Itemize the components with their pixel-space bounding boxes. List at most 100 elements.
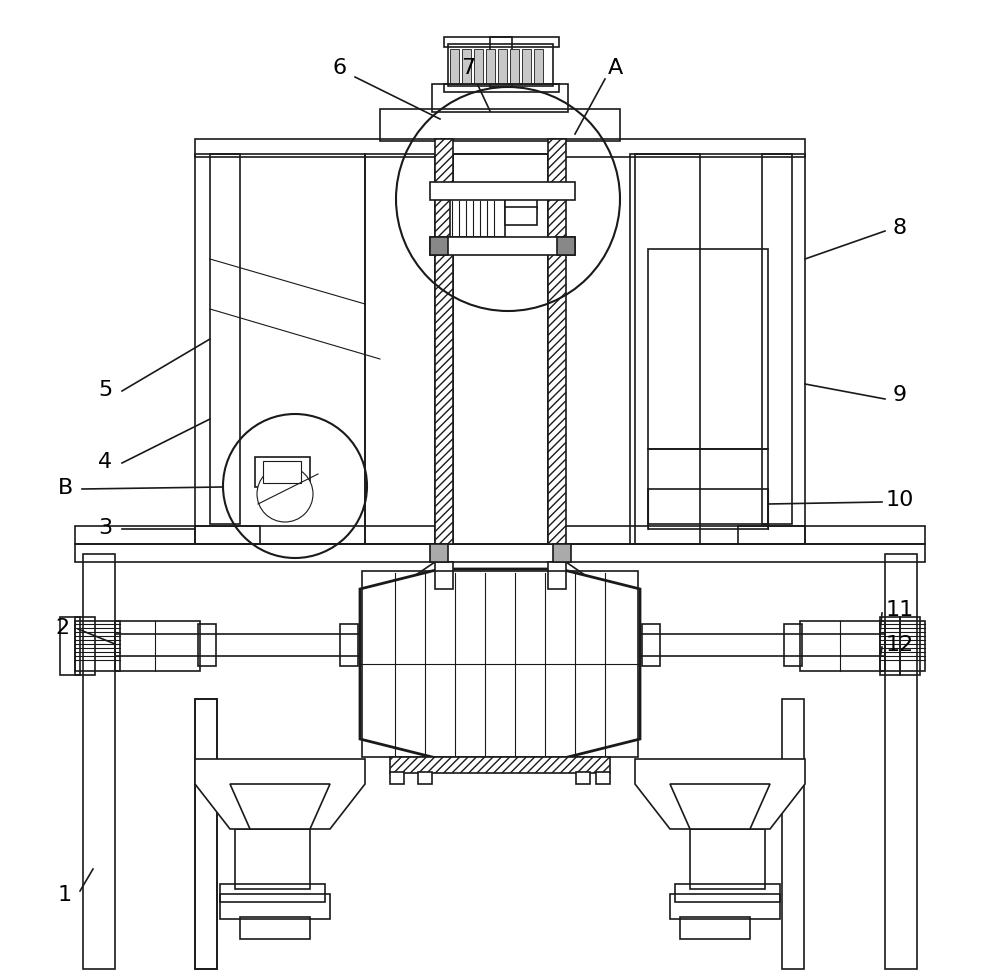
Bar (83, 555, 115, 969)
Bar (505, 207, 537, 226)
Bar (255, 458, 310, 487)
Polygon shape (195, 759, 365, 829)
Bar (453, 155, 548, 545)
Bar (430, 545, 448, 562)
Bar (885, 555, 917, 969)
Bar (498, 50, 507, 84)
Bar (675, 884, 780, 902)
Bar (450, 200, 505, 238)
Text: B: B (57, 477, 73, 498)
Bar (548, 140, 566, 545)
Bar (198, 624, 216, 666)
Bar (450, 50, 459, 84)
Bar (635, 155, 805, 545)
Bar (418, 773, 432, 784)
Bar (235, 829, 310, 889)
Bar (444, 85, 559, 93)
Bar (648, 450, 768, 524)
Bar (640, 635, 885, 656)
Bar (474, 50, 483, 84)
Bar (380, 110, 620, 142)
Bar (576, 773, 590, 784)
Bar (880, 621, 925, 671)
Bar (642, 624, 660, 666)
Bar (362, 571, 638, 757)
Bar (195, 140, 805, 157)
Bar (390, 757, 610, 774)
Text: 6: 6 (333, 58, 347, 78)
Polygon shape (435, 562, 453, 590)
Bar (782, 699, 804, 969)
Bar (220, 884, 325, 902)
Bar (430, 238, 448, 255)
Bar (75, 617, 95, 676)
Bar (670, 894, 780, 919)
Circle shape (257, 467, 313, 522)
Bar (648, 249, 768, 450)
Polygon shape (548, 562, 566, 590)
Text: 3: 3 (98, 517, 112, 538)
Bar (75, 526, 260, 545)
Bar (75, 621, 120, 671)
Bar (444, 38, 559, 48)
Bar (505, 195, 537, 210)
Bar (435, 140, 453, 545)
Bar (784, 624, 802, 666)
Text: 12: 12 (886, 635, 914, 654)
Bar (557, 238, 575, 255)
Polygon shape (360, 569, 640, 759)
Bar (430, 183, 575, 200)
Bar (762, 155, 792, 524)
Bar (900, 617, 920, 676)
Bar (800, 621, 885, 671)
Bar (240, 917, 310, 939)
Bar (263, 462, 301, 483)
Polygon shape (635, 759, 805, 829)
Polygon shape (395, 562, 453, 590)
Text: 5: 5 (98, 379, 112, 400)
Bar (195, 699, 217, 969)
Bar (195, 526, 805, 545)
Polygon shape (548, 562, 605, 590)
Bar (115, 621, 200, 671)
Bar (60, 617, 80, 676)
Bar (432, 85, 568, 112)
Bar (448, 45, 553, 87)
Bar (880, 617, 900, 676)
Text: 9: 9 (893, 384, 907, 405)
Bar (115, 635, 360, 656)
Bar (486, 50, 495, 84)
Text: 8: 8 (893, 218, 907, 238)
Bar (462, 50, 471, 84)
Text: 11: 11 (886, 600, 914, 619)
Bar (430, 238, 575, 255)
Polygon shape (230, 784, 330, 829)
Bar (690, 829, 765, 889)
Bar (522, 50, 531, 84)
Bar (630, 155, 700, 545)
Bar (680, 917, 750, 939)
Polygon shape (670, 784, 770, 829)
Bar (553, 545, 571, 562)
Bar (195, 155, 365, 545)
Bar (195, 699, 217, 969)
Bar (738, 526, 925, 545)
Bar (648, 490, 768, 529)
Bar (510, 50, 519, 84)
Bar (453, 155, 548, 545)
Bar (210, 155, 240, 524)
Text: 1: 1 (58, 884, 72, 904)
Text: 7: 7 (461, 58, 475, 78)
Bar (490, 38, 512, 88)
Text: 2: 2 (55, 617, 69, 638)
Bar (340, 624, 358, 666)
Bar (75, 545, 925, 562)
Bar (534, 50, 543, 84)
Bar (390, 773, 404, 784)
Bar (596, 773, 610, 784)
Bar (365, 155, 435, 545)
Bar (220, 894, 330, 919)
Text: 4: 4 (98, 452, 112, 471)
Text: 10: 10 (886, 490, 914, 510)
Text: A: A (607, 58, 623, 78)
